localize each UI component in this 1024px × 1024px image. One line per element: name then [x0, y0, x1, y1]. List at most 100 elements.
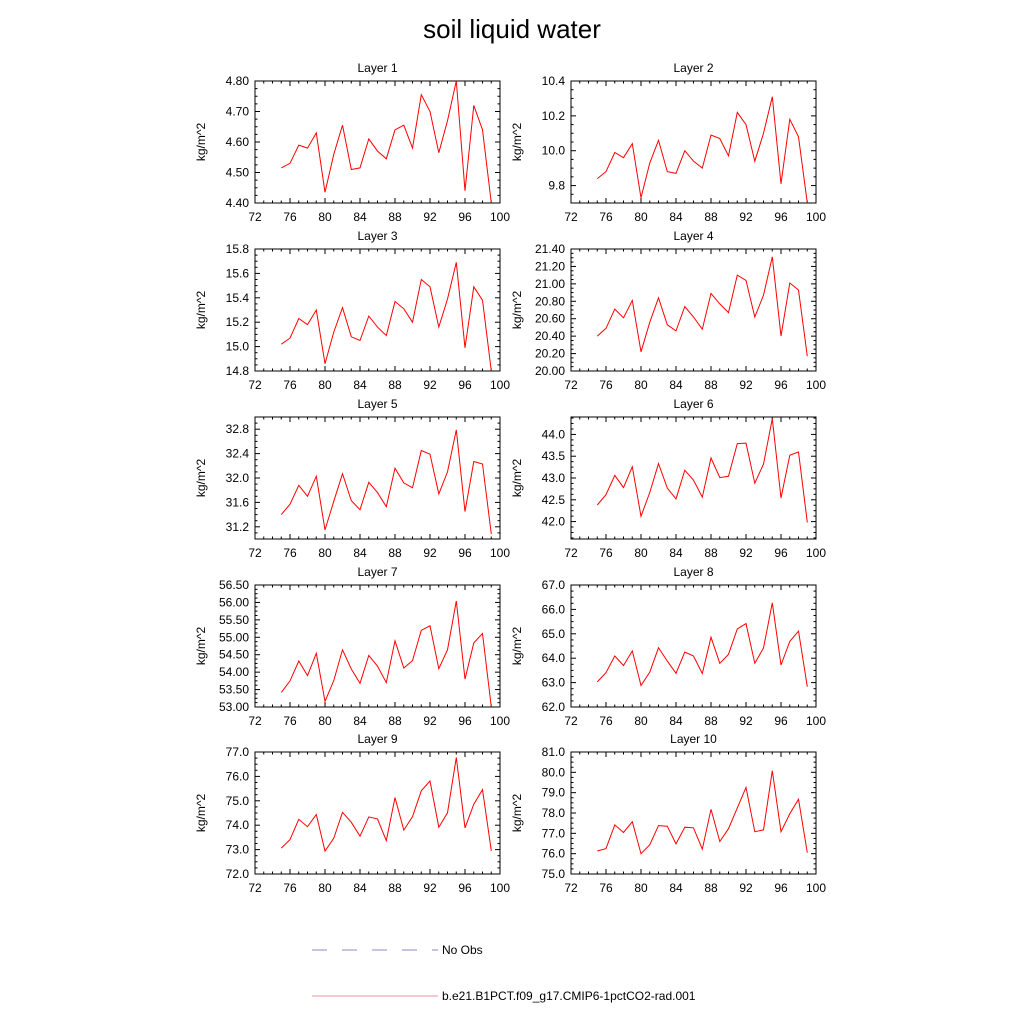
- x-tick-label: 96: [774, 714, 788, 728]
- y-tick-label: 21.40: [535, 242, 565, 256]
- y-tick-label: 32.0: [226, 471, 250, 485]
- chart-title: Layer 10: [670, 732, 717, 746]
- x-tick-label: 76: [283, 714, 297, 728]
- chart-title: Layer 3: [357, 229, 397, 243]
- x-tick-label: 100: [806, 881, 826, 895]
- x-tick-label: 72: [564, 210, 578, 224]
- x-tick-label: 72: [564, 881, 578, 895]
- legend: No Obs b.e21.B1PCT.f09_g17.CMIP6-1pctCO2-…: [312, 943, 696, 1003]
- x-tick-label: 88: [704, 546, 718, 560]
- y-tick-label: 4.60: [226, 135, 250, 149]
- x-tick-label: 80: [318, 546, 332, 560]
- chart-panel-5: 72 76 80 84 88 92 96 100 31.2 31.6 32.0 32.4 32.8 Lay…: [194, 397, 510, 560]
- x-tick-label: 84: [353, 881, 367, 895]
- y-tick-label: 55.00: [219, 630, 249, 644]
- x-tick-label: 72: [564, 714, 578, 728]
- y-tick-label: 66.0: [542, 602, 566, 616]
- y-tick-label: 64.0: [542, 651, 566, 665]
- y-tick-label: 75.0: [226, 794, 250, 808]
- x-tick-label: 92: [739, 546, 753, 560]
- y-axis-label: kg/m^2: [194, 291, 208, 330]
- series-line: [596, 418, 808, 523]
- x-tick-label: 88: [388, 881, 402, 895]
- x-tick-label: 92: [739, 210, 753, 224]
- chart-title: Layer 4: [673, 229, 713, 243]
- x-tick-label: 100: [806, 714, 826, 728]
- y-axis-label: kg/m^2: [194, 459, 208, 498]
- x-tick-label: 100: [490, 881, 510, 895]
- y-tick-label: 15.4: [226, 291, 250, 305]
- x-tick-label: 72: [564, 546, 578, 560]
- chart-panel-10: 72 76 80 84 88 92 96 100 75.0 76.0 77.0 78.0 79.0 80.…: [510, 732, 826, 895]
- y-tick-label: 32.4: [226, 447, 250, 461]
- x-tick-label: 100: [490, 546, 510, 560]
- x-tick-label: 84: [353, 714, 367, 728]
- x-tick-label: 88: [704, 714, 718, 728]
- y-tick-label: 4.50: [226, 166, 250, 180]
- x-tick-label: 100: [806, 378, 826, 392]
- y-tick-label: 43.0: [542, 471, 566, 485]
- plot-frame: [570, 584, 817, 708]
- chart-panel-7: 72 76 80 84 88 92 96 100 53.00 53.50 54.00 54.50 55.…: [194, 565, 510, 728]
- y-tick-label: 80.0: [542, 765, 566, 779]
- y-axis-label: kg/m^2: [510, 123, 524, 162]
- x-tick-label: 76: [283, 210, 297, 224]
- y-tick-label: 4.70: [226, 105, 250, 119]
- x-tick-label: 92: [423, 378, 437, 392]
- y-tick-label: 78.0: [542, 806, 566, 820]
- y-axis-label: kg/m^2: [194, 627, 208, 666]
- series-line: [280, 757, 492, 853]
- chart-title: Layer 5: [357, 397, 397, 411]
- y-tick-label: 14.8: [226, 364, 250, 378]
- y-tick-label: 21.20: [535, 259, 565, 273]
- x-tick-label: 100: [490, 210, 510, 224]
- x-tick-label: 84: [669, 378, 683, 392]
- y-tick-label: 31.6: [226, 495, 250, 509]
- y-tick-label: 20.40: [535, 329, 565, 343]
- x-tick-label: 96: [458, 881, 472, 895]
- chart-panel-8: 72 76 80 84 88 92 96 100 62.0 63.0 64.0 65.0 66.0 67.…: [510, 565, 826, 728]
- x-tick-label: 96: [774, 210, 788, 224]
- y-axis-label: kg/m^2: [510, 794, 524, 833]
- plot-frame: [254, 584, 501, 708]
- page-title: soil liquid water: [423, 14, 601, 44]
- x-tick-label: 92: [423, 546, 437, 560]
- chart-title: Layer 2: [673, 61, 713, 75]
- y-tick-label: 77.0: [542, 826, 566, 840]
- x-tick-label: 96: [458, 210, 472, 224]
- y-tick-label: 42.5: [542, 493, 566, 507]
- chart-title: Layer 9: [357, 732, 397, 746]
- x-tick-label: 72: [248, 210, 262, 224]
- y-tick-label: 67.0: [542, 578, 566, 592]
- y-tick-label: 55.50: [219, 613, 249, 627]
- y-tick-label: 62.0: [542, 700, 566, 714]
- chart-title: Layer 8: [673, 565, 713, 579]
- x-tick-label: 84: [669, 546, 683, 560]
- x-tick-label: 88: [388, 210, 402, 224]
- x-tick-label: 96: [458, 714, 472, 728]
- series-line: [280, 600, 492, 708]
- x-tick-label: 84: [669, 881, 683, 895]
- chart-panel-2: 72 76 80 84 88 92 96 100 9.8 10.0 10.2 10.4 Layer 2 k…: [510, 61, 826, 224]
- y-tick-label: 54.50: [219, 648, 249, 662]
- y-tick-label: 10.2: [542, 109, 566, 123]
- y-tick-label: 4.80: [226, 74, 250, 88]
- series-line: [596, 256, 808, 357]
- x-tick-label: 92: [739, 714, 753, 728]
- x-tick-label: 100: [490, 714, 510, 728]
- chart-panel-6: 72 76 80 84 88 92 96 100 42.0 42.5 43.0 43.5 44.0 Lay…: [510, 397, 826, 560]
- y-tick-label: 10.0: [542, 144, 566, 158]
- y-tick-label: 73.0: [226, 843, 250, 857]
- chart-title: Layer 6: [673, 397, 713, 411]
- y-tick-label: 43.5: [542, 449, 566, 463]
- x-tick-label: 76: [599, 881, 613, 895]
- x-tick-label: 80: [634, 378, 648, 392]
- y-tick-label: 15.0: [226, 340, 250, 354]
- plot-frame: [254, 248, 501, 372]
- x-tick-label: 88: [388, 714, 402, 728]
- y-tick-label: 76.0: [542, 847, 566, 861]
- y-tick-label: 15.6: [226, 266, 250, 280]
- y-tick-label: 76.0: [226, 769, 250, 783]
- x-tick-label: 76: [283, 546, 297, 560]
